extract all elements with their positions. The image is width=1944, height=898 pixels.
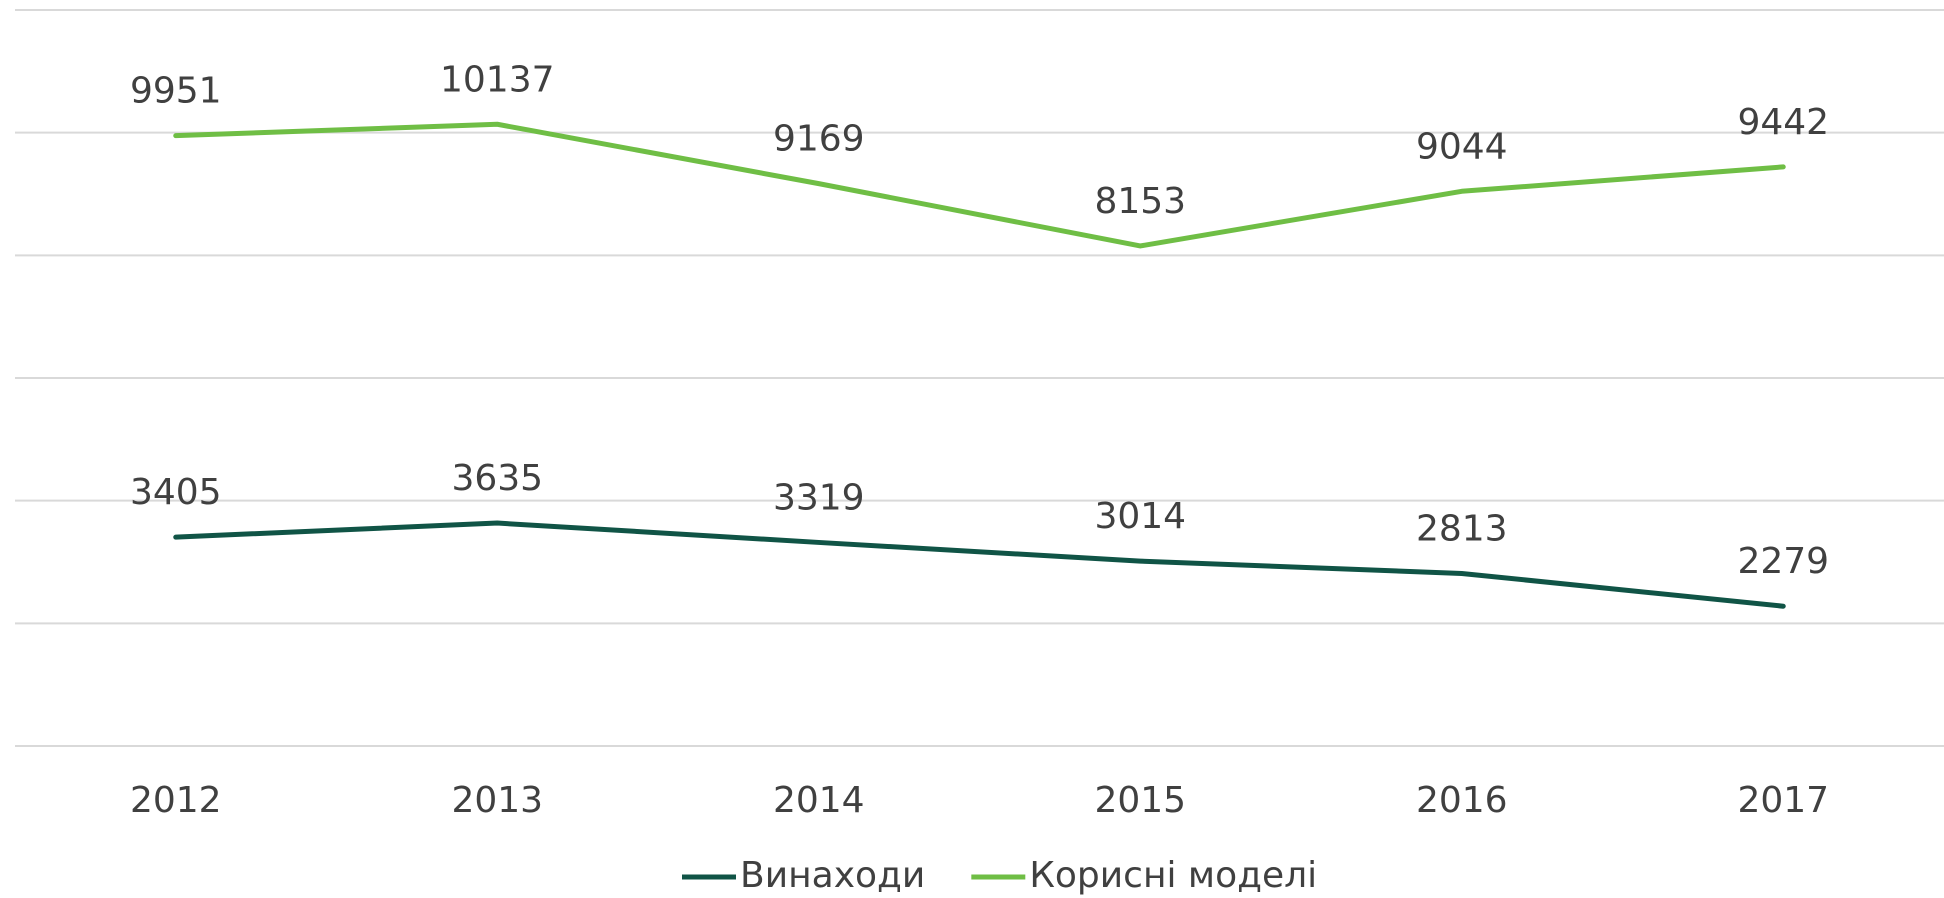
data-label: 2813 [1416,508,1508,549]
data-label: 9442 [1737,102,1829,143]
data-label: 8153 [1094,181,1186,222]
x-tick-label: 2015 [1094,780,1186,821]
data-label: 9044 [1416,126,1508,167]
data-label: 3405 [130,472,222,513]
x-tick-label: 2013 [451,780,543,821]
legend-label: Корисні моделі [1029,855,1317,896]
x-tick-label: 2017 [1737,780,1829,821]
data-label: 3319 [773,477,865,518]
x-tick-label: 2016 [1416,780,1508,821]
data-label: 9951 [130,71,222,112]
x-tick-label: 2012 [130,780,222,821]
line [173,520,1786,609]
data-label: 9169 [773,119,865,160]
legend-label: Винаходи [740,855,925,896]
data-label: 3014 [1094,496,1186,537]
line [173,121,1786,249]
data-label: 10137 [440,59,555,100]
data-label: 2279 [1737,541,1829,582]
x-tick-label: 2014 [773,780,865,821]
data-label: 3635 [451,458,543,499]
